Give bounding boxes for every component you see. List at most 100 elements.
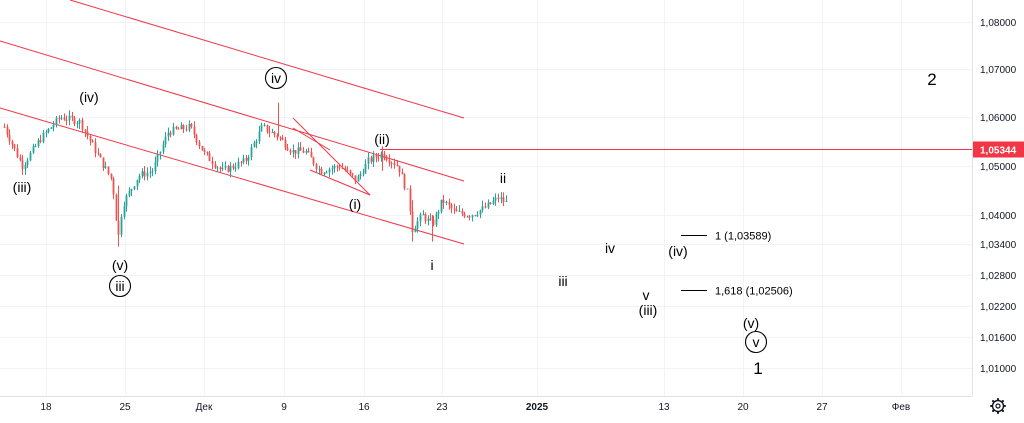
price-axis[interactable] [972,0,1024,396]
candle-body [60,117,63,119]
wave-label-text: (iv) [79,89,98,105]
candle-body [149,172,152,174]
time-axis[interactable] [0,396,1024,418]
candle-body [214,164,217,168]
candle-body [284,139,287,148]
candle-body [130,189,133,192]
candle-body [351,173,354,176]
candle-body [320,168,323,174]
candle-body [364,163,367,174]
candle-body [73,117,76,125]
candle-body [245,158,248,161]
wave-label-text: (iv) [668,243,687,259]
candle-body [372,155,375,162]
y-tick-label: 1,06000 [980,113,1017,124]
candle-body [193,126,196,135]
candle-body [120,216,123,235]
fib-level-label: 1,618 (1,02506) [715,286,793,298]
candle-body [489,202,492,204]
candle-body [37,140,40,146]
candle-body [29,152,32,161]
candle-body [240,161,243,163]
candle-body [474,215,477,217]
candle-body [393,162,396,165]
candle-body [481,206,484,211]
gear-icon [990,398,1006,414]
candle-body [224,166,227,168]
candle-body [468,216,471,218]
candle-body [39,140,42,142]
candle-body [375,155,378,158]
candle-body [357,176,360,182]
candle-body [406,188,409,190]
candle-body [180,125,183,130]
wave-label-text: i [430,257,433,273]
x-tick-label: Дек [196,402,213,413]
candle-body [466,216,469,218]
candle-body [188,123,191,130]
candle-body [190,123,193,127]
x-tick-label: 9 [281,402,287,413]
candle-body [16,148,19,158]
wave-label-text: v [643,287,650,303]
candle-body [349,170,352,174]
candle-body [229,165,232,172]
candle-body [442,199,445,204]
wave-label: v [744,330,768,354]
candle-body [182,125,185,130]
channel-line [69,0,465,119]
candle-body [206,152,209,154]
x-tick-label: Фев [892,402,910,413]
candle-body [398,165,401,173]
candle-body [263,124,266,126]
candle-body [94,142,97,154]
candle-body [502,197,505,202]
candle-body [19,157,22,161]
candle-body [344,168,347,171]
x-tick-label: 25 [119,402,131,413]
y-tick-label: 1,08000 [980,18,1017,29]
candle-body [8,134,11,142]
x-tick-label: 13 [658,402,670,413]
candle-body [55,117,58,125]
candle-body [273,131,276,135]
y-tick-label: 1,01000 [980,364,1017,375]
candle-body [292,149,295,153]
candle-body [141,171,144,176]
candle-body [315,164,318,170]
y-tick-label: 1,02800 [980,271,1017,282]
wave-label-text: iv [605,240,615,256]
candle-body [297,147,300,154]
settings-button[interactable] [990,398,1006,414]
price-badge: 1,05344 [973,141,1024,158]
wave-label: iv [264,66,288,90]
wave-labels: (iii)(iv)(v)iiiiv(ii)(i)iiiiiiivv(iii)(i… [13,66,937,378]
candle-body [58,117,61,119]
wave-label-circle [264,66,288,90]
candle-body [380,153,383,159]
candle-body [437,211,440,214]
candle-body [26,160,29,165]
wave-label-text: (i) [349,196,361,212]
candle-body [68,115,71,121]
candle-body [110,173,113,179]
candle-body [453,208,456,210]
candle-body [52,124,55,128]
candle-body [219,167,222,169]
candle-body [172,126,175,135]
candle-body [445,202,448,204]
candle-body [247,157,250,161]
channel-line [0,107,465,245]
candle-body [307,151,310,153]
wave-label: (v) [743,315,759,331]
y-axis-ticks: 1,08000 1,07000 1,06000 1,05000 1,04000 1,034… [980,18,1017,375]
candle-body [13,144,16,149]
wave-label: i [430,257,433,273]
candle-body [354,175,357,182]
wave-label-text: ii [500,170,506,186]
candle-body [78,119,81,124]
candle-body [461,210,464,214]
candle-body [84,129,87,132]
